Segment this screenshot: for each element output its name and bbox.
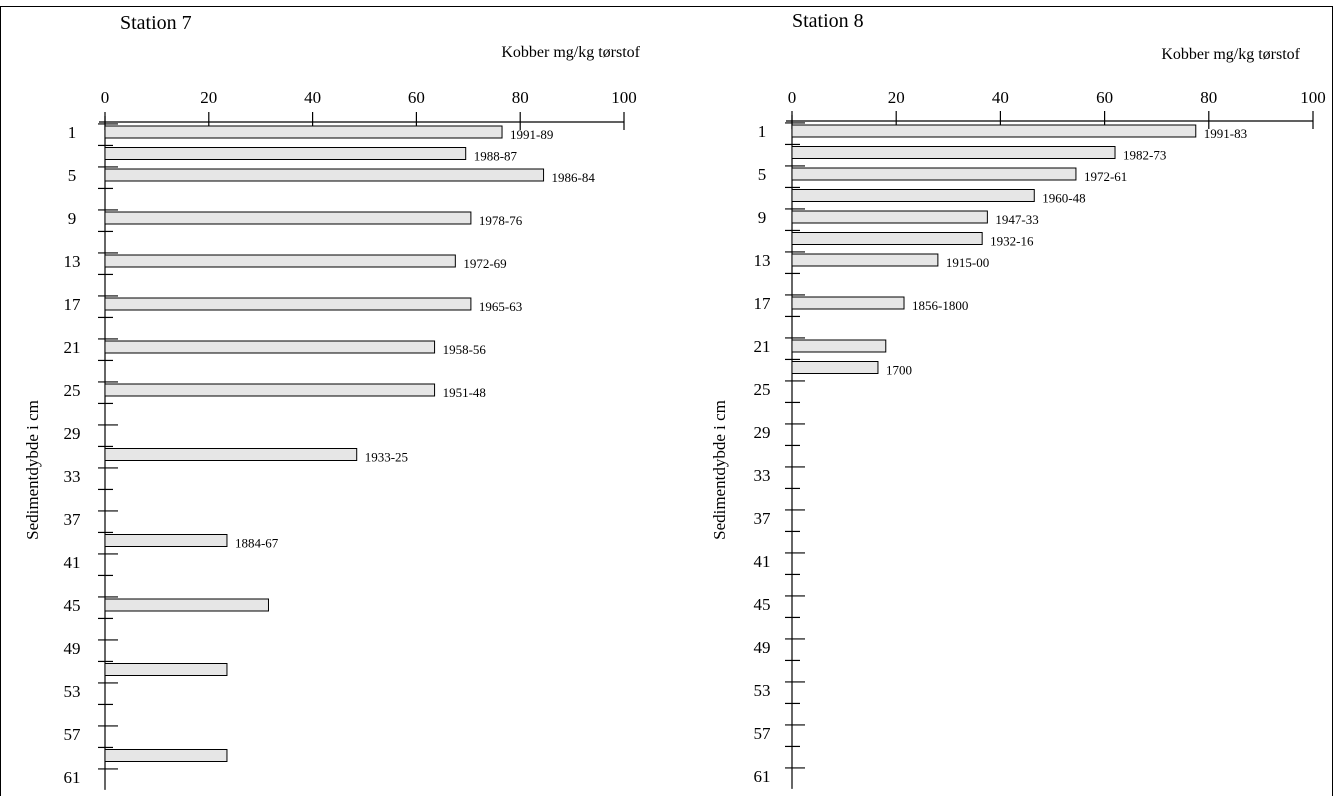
y-tick-label: 53 xyxy=(64,682,81,701)
bar-depth-23 xyxy=(791,361,879,374)
bar-depth-21 xyxy=(104,340,436,354)
bar-data-label: 1982-73 xyxy=(1123,148,1166,163)
bar-depth-3 xyxy=(791,146,1116,159)
bar-data-label: 1988-87 xyxy=(474,149,518,164)
y-tick-label: 37 xyxy=(754,509,772,528)
y-tick-label: 5 xyxy=(68,166,77,185)
bar-data-label: 1972-61 xyxy=(1084,169,1127,184)
bar-depth-39 xyxy=(104,534,228,547)
bar-depth-13 xyxy=(104,254,456,268)
y-tick-label: 33 xyxy=(754,466,771,485)
y-tick-label: 37 xyxy=(64,510,82,529)
bar-depth-17 xyxy=(104,297,472,311)
y-tick-label: 25 xyxy=(64,381,81,400)
bar-depth-9 xyxy=(104,211,472,225)
y-tick-label: 9 xyxy=(758,208,767,227)
bar-depth-45 xyxy=(104,598,269,612)
y-tick-label: 1 xyxy=(68,123,77,142)
y-tick-label: 25 xyxy=(754,380,771,399)
y-tick-label: 45 xyxy=(64,596,81,615)
y-tick-label: 17 xyxy=(64,295,82,314)
bar-depth-51 xyxy=(104,663,228,676)
chart-title: Station 8 xyxy=(792,10,864,32)
y-tick-label: 1 xyxy=(758,122,767,141)
x-tick-label: 100 xyxy=(611,88,637,107)
bar-depth-1 xyxy=(104,125,503,139)
bar-data-label: 1947-33 xyxy=(995,212,1038,227)
bar-data-label: 1932-16 xyxy=(990,234,1034,249)
y-tick-label: 13 xyxy=(64,252,81,271)
bar-data-label: 1978-76 xyxy=(479,213,523,228)
bar-data-label: 1856-1800 xyxy=(912,298,968,313)
bar-data-label: 1986-84 xyxy=(552,170,596,185)
x-tick-label: 20 xyxy=(200,88,217,107)
bar-data-label: 1700 xyxy=(886,363,912,378)
bar-data-label: 1972-69 xyxy=(463,256,506,271)
bar-data-label: 1991-83 xyxy=(1204,126,1247,141)
y-tick-label: 9 xyxy=(68,209,77,228)
y-tick-label: 49 xyxy=(754,638,771,657)
y-axis-label: Sedimentdybde i cm xyxy=(710,400,729,540)
x-tick-label: 40 xyxy=(992,88,1009,107)
bar-depth-3 xyxy=(104,147,467,160)
x-axis-label: Kobber mg/kg tørstof xyxy=(501,44,640,61)
bar-depth-31 xyxy=(104,448,358,461)
x-tick-label: 0 xyxy=(788,88,797,107)
y-tick-label: 41 xyxy=(754,552,771,571)
x-tick-label: 60 xyxy=(1096,88,1113,107)
y-axis-label: Sedimentdybde i cm xyxy=(23,400,42,540)
bar-data-label: 1965-63 xyxy=(479,299,522,314)
bar-data-label: 1960-48 xyxy=(1042,191,1085,206)
y-tick-label: 57 xyxy=(754,724,772,743)
x-tick-label: 80 xyxy=(1200,88,1217,107)
bar-data-label: 1991-89 xyxy=(510,127,553,142)
y-tick-label: 41 xyxy=(64,553,81,572)
bar-data-label: 1933-25 xyxy=(365,450,408,465)
station-7-panel: Station 7 Kobber mg/kg tørstof Sedimentdyb… xyxy=(23,12,641,790)
bar-depth-17 xyxy=(791,296,905,310)
bar-depth-13 xyxy=(791,253,939,267)
y-tick-label: 49 xyxy=(64,639,81,658)
bar-depth-5 xyxy=(104,168,545,182)
bar-depth-25 xyxy=(104,383,436,397)
bar-depth-21 xyxy=(791,339,887,353)
bar-data-label: 1958-56 xyxy=(443,342,487,357)
y-tick-label: 61 xyxy=(64,768,81,787)
x-tick-label: 0 xyxy=(101,88,110,107)
y-tick-label: 17 xyxy=(754,294,772,313)
bar-depth-5 xyxy=(791,167,1077,181)
y-tick-label: 29 xyxy=(64,424,81,443)
y-tick-label: 29 xyxy=(754,423,771,442)
x-tick-label: 100 xyxy=(1300,88,1326,107)
bar-data-label: 1915-00 xyxy=(946,255,989,270)
y-tick-label: 13 xyxy=(754,251,771,270)
figure-frame xyxy=(0,6,1333,796)
y-tick-label: 57 xyxy=(64,725,82,744)
y-tick-label: 21 xyxy=(64,338,81,357)
y-tick-label: 45 xyxy=(754,595,771,614)
bar-depth-9 xyxy=(791,210,988,224)
x-tick-label: 60 xyxy=(408,88,425,107)
x-tick-label: 80 xyxy=(512,88,529,107)
y-tick-label: 21 xyxy=(754,337,771,356)
x-tick-label: 40 xyxy=(304,88,321,107)
y-tick-label: 5 xyxy=(758,165,767,184)
chart-title: Station 7 xyxy=(120,12,192,34)
y-tick-label: 53 xyxy=(754,681,771,700)
bar-depth-59 xyxy=(104,749,228,762)
station-8-panel: Station 8 Kobber mg/kg tørstof Sedimentdyb… xyxy=(710,10,1326,789)
bar-depth-7 xyxy=(791,189,1035,202)
bar-data-label: 1951-48 xyxy=(443,385,486,400)
bar-depth-1 xyxy=(791,124,1197,138)
bar-data-label: 1884-67 xyxy=(235,536,279,551)
y-tick-label: 33 xyxy=(64,467,81,486)
bar-depth-11 xyxy=(791,232,983,245)
x-axis-label: Kobber mg/kg tørstof xyxy=(1161,46,1300,63)
y-tick-label: 61 xyxy=(754,767,771,786)
x-tick-label: 20 xyxy=(888,88,905,107)
